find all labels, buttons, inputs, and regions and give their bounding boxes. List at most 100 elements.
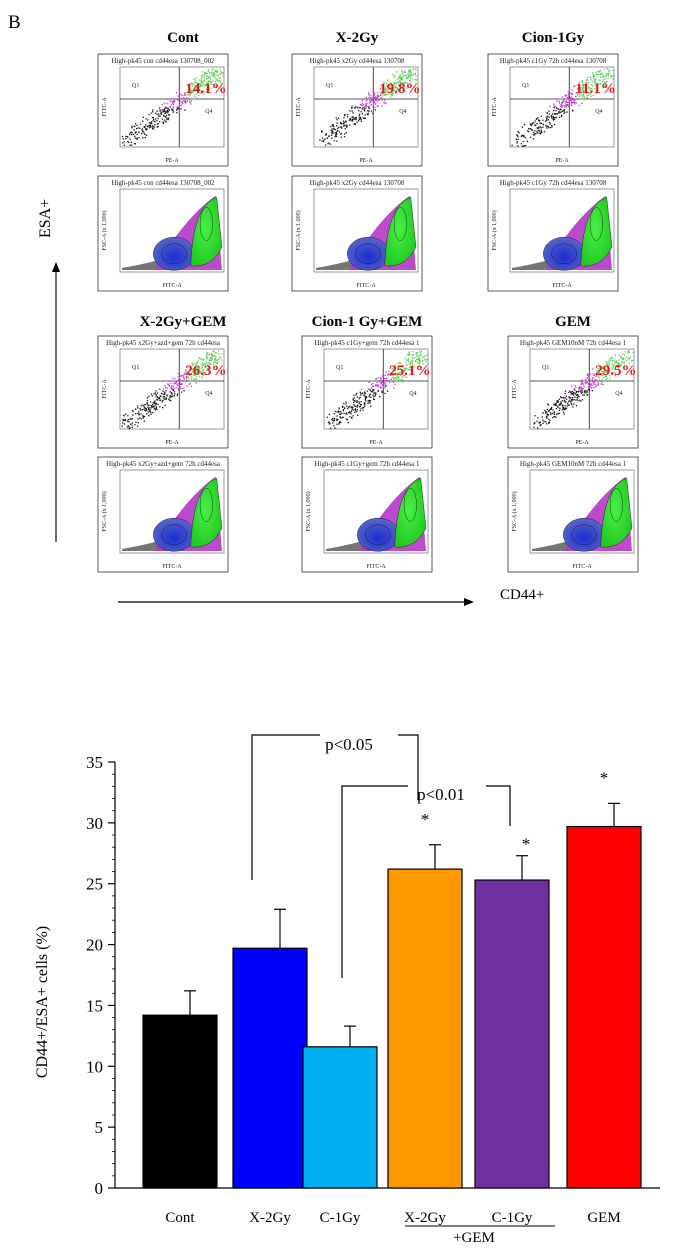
flow-cytometry-panels: Cont High-pk45 con cd44esa 130708_002 Q1 Q4… bbox=[97, 30, 639, 573]
contour-green-inner-line bbox=[589, 207, 603, 241]
y-tick-label: 15 bbox=[86, 996, 103, 1015]
quadrant-q4-label: Q4 bbox=[399, 109, 406, 115]
flow-panel-title: Cont bbox=[167, 30, 199, 46]
flow-panel: Cion-1Gy High-pk45 c1Gy 72h cd44esa 13070… bbox=[487, 30, 619, 292]
contour-y-axis-label: FSC-A (x 1,000) bbox=[511, 491, 518, 531]
dot-plot-axes bbox=[119, 348, 225, 430]
flow-panel-title: Cion-1 Gy+GEM bbox=[312, 314, 423, 330]
x-tick-label: X-2Gy bbox=[249, 1210, 291, 1226]
quadrant-q4-label: Q4 bbox=[205, 109, 212, 115]
contour-blue-inner-line bbox=[355, 243, 381, 264]
contour-green-region bbox=[394, 478, 427, 548]
y-tick-label: 35 bbox=[86, 753, 103, 772]
dot-plot-file-label: High-pk45 con cd44esa 130708_002 bbox=[111, 57, 215, 65]
y-tick-label: 25 bbox=[86, 875, 103, 894]
contour-green-inner-line bbox=[393, 207, 407, 241]
contour-green-region bbox=[384, 197, 417, 267]
bar-chart: CD44+/ESA+ cells (%) +GEM 0 5 10 15 20 25 30 35… bbox=[34, 734, 660, 1246]
dot-cloud bbox=[511, 68, 615, 147]
contour-plot-axes bbox=[119, 188, 225, 273]
contour-blue-region bbox=[543, 236, 586, 271]
contour-y-axis-label: FSC-A (x 1,000) bbox=[295, 210, 302, 250]
dot-plot-frame bbox=[291, 53, 423, 167]
contour-y-axis-label: FSC-A (x 1,000) bbox=[305, 491, 312, 531]
contour-blue-inner-line bbox=[571, 524, 597, 545]
comparison-bracket-2: p<0.01 bbox=[341, 785, 511, 978]
dot-cloud bbox=[319, 68, 418, 146]
y-tick-label: 5 bbox=[95, 1118, 104, 1137]
flow-panel-title: GEM bbox=[555, 314, 591, 330]
contour-x-axis-label: FITC-A bbox=[572, 564, 592, 570]
flow-panel: X-2Gy High-pk45 x2Gy cd44esa 130708 Q1 Q4 PE… bbox=[291, 30, 423, 292]
flow-panel: X-2Gy+GEM High-pk45 x2Gy+azd+gem 72h cd44… bbox=[97, 314, 229, 573]
contour-green-inner-line bbox=[609, 488, 623, 522]
contour-green-inner-line bbox=[199, 488, 213, 522]
contour-x-axis-label: FITC-A bbox=[162, 283, 182, 289]
percent-label: 11.1% bbox=[575, 81, 615, 97]
dot-plot-x-axis-label: PE-A bbox=[555, 158, 569, 164]
dot-plot-frame bbox=[301, 335, 433, 449]
chart-group-label: +GEM bbox=[453, 1230, 495, 1246]
x-arrow: CD44+ bbox=[118, 587, 544, 606]
x-tick-label: Cont bbox=[165, 1210, 195, 1226]
dot-plot-axes bbox=[119, 66, 225, 148]
dot-plot-file-label: High-pk45 x2Gy cd44esa 130708 bbox=[310, 57, 405, 65]
flow-panel-title: X-2Gy bbox=[336, 30, 379, 46]
contour-plot-axes bbox=[119, 469, 225, 554]
dot-plot-y-axis-label: FITC-A bbox=[102, 379, 108, 399]
significance-star: * bbox=[522, 835, 531, 854]
contour-plot-axes bbox=[323, 469, 429, 554]
y-tick-label: 10 bbox=[86, 1057, 103, 1076]
contour-y-axis-label: FSC-A (x 1,000) bbox=[101, 210, 108, 250]
dot-plot-y-axis-label: FITC-A bbox=[102, 97, 108, 117]
bar bbox=[232, 947, 308, 1189]
dot-plot-x-axis-label: PE-A bbox=[359, 158, 373, 164]
comparison-line-left bbox=[341, 785, 408, 978]
comparison-line-right bbox=[486, 785, 511, 826]
contour-plot-axes bbox=[313, 188, 419, 273]
y-tick-label: 0 bbox=[95, 1179, 104, 1198]
contour-y-axis-label: FSC-A (x 1,000) bbox=[101, 491, 108, 531]
contour-green-inner-line bbox=[199, 207, 213, 241]
comparison-label: p<0.05 bbox=[325, 735, 373, 754]
y-tick-label: 30 bbox=[86, 814, 103, 833]
contour-plot-file-label: High-pk45 c1Gy 72h cd44esa 130708 bbox=[500, 179, 607, 187]
contour-x-axis-label: FITC-A bbox=[366, 564, 386, 570]
dot-plot-axes bbox=[529, 348, 635, 430]
x-arrow-head bbox=[464, 598, 474, 606]
contour-plot-file-label: High-pk45 c1Gy+gem 72h cd44esa 1 bbox=[314, 460, 420, 468]
contour-green-region bbox=[190, 478, 223, 548]
dot-cloud bbox=[326, 350, 428, 429]
quadrant-q4-label: Q4 bbox=[615, 391, 622, 397]
dot-plot-y-axis-label: FITC-A bbox=[306, 379, 312, 399]
y-arrow-label: ESA+ bbox=[37, 199, 54, 238]
bar bbox=[387, 868, 463, 1189]
percent-label: 26.3% bbox=[185, 363, 226, 379]
contour-plot-file-label: High-pk45 x2Gy cd44esa 130708 bbox=[310, 179, 405, 187]
contour-green-region bbox=[580, 197, 613, 267]
dot-cloud bbox=[121, 350, 223, 430]
flow-panel-title: Cion-1Gy bbox=[522, 30, 585, 46]
contour-y-axis-label: FSC-A (x 1,000) bbox=[491, 210, 498, 250]
y-arrow: ESA+ bbox=[37, 199, 60, 542]
quadrant-q1-label: Q1 bbox=[522, 83, 529, 89]
contour-x-axis-label: FITC-A bbox=[162, 564, 182, 570]
percent-label: 29.5% bbox=[595, 363, 636, 379]
contour-green-region bbox=[600, 478, 633, 548]
dot-cloud bbox=[121, 68, 224, 146]
dot-cloud bbox=[533, 350, 634, 429]
dot-plot-file-label: High-pk45 c1Gy+gem 72h cd44esa 1 bbox=[314, 339, 420, 347]
flow-panel: GEM High-pk45 GEM10nM 72h cd44esa 1 Q1 Q4 PE… bbox=[507, 314, 639, 573]
dot-plot-x-axis-label: PE-A bbox=[575, 440, 589, 446]
quadrant-q1-label: Q1 bbox=[132, 83, 139, 89]
dot-plot-file-label: High-pk45 GEM10nM 72h cd44esa 1 bbox=[520, 339, 627, 347]
significance-star: * bbox=[421, 810, 430, 829]
dot-plot-y-axis-label: FITC-A bbox=[492, 97, 498, 117]
dot-plot-y-axis-label: FITC-A bbox=[296, 97, 302, 117]
significance-star: * bbox=[600, 768, 609, 787]
contour-x-axis-label: FITC-A bbox=[356, 283, 376, 289]
dot-plot-axes bbox=[509, 66, 615, 148]
comparison-line-left bbox=[251, 734, 320, 880]
contour-blue-inner-line bbox=[161, 524, 187, 545]
